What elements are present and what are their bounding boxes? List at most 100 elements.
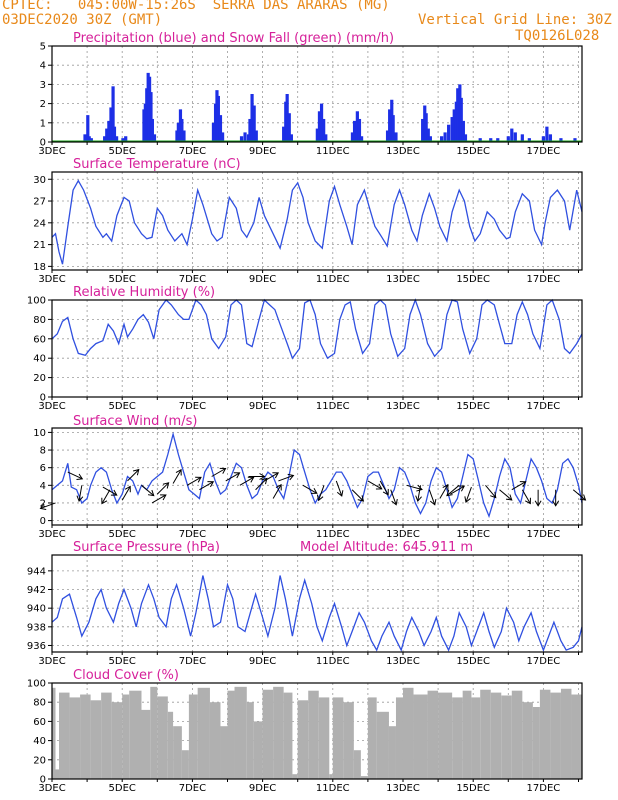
x-tick-label: 13DEC bbox=[386, 274, 420, 285]
wind-arrowhead bbox=[375, 483, 383, 490]
x-tick-label: 15DEC bbox=[456, 146, 490, 157]
x-tick-label: 17DEC bbox=[527, 656, 561, 667]
cloud-bar bbox=[402, 687, 414, 779]
y-tick-label: 944 bbox=[27, 566, 46, 577]
cloud-bar bbox=[157, 696, 168, 779]
precip-bar bbox=[105, 128, 109, 142]
precip-bar bbox=[496, 138, 500, 142]
cloud-bar bbox=[329, 774, 333, 779]
x-tick-label: 11DEC bbox=[316, 656, 350, 667]
precip-bar bbox=[388, 109, 392, 142]
x-tick-label: 7DEC bbox=[179, 783, 206, 794]
cloud-bar bbox=[471, 697, 481, 779]
wind-arrowhead bbox=[357, 495, 365, 502]
x-tick-label: 3DEC bbox=[38, 656, 65, 667]
cloud-bar bbox=[376, 711, 389, 779]
cloud-bar bbox=[480, 689, 491, 779]
precip-bar bbox=[239, 136, 244, 142]
precip-bar bbox=[506, 136, 510, 142]
precip-bar bbox=[527, 138, 531, 142]
x-tick-label: 7DEC bbox=[179, 401, 206, 412]
x-tick-label: 17DEC bbox=[527, 146, 561, 157]
wind-arrowhead bbox=[505, 494, 513, 501]
y-tick-label: 30 bbox=[33, 175, 46, 186]
wind-vector bbox=[521, 489, 531, 504]
precip-bar bbox=[350, 132, 355, 142]
wind-arrowhead bbox=[39, 503, 47, 511]
x-tick-label: 13DEC bbox=[386, 783, 420, 794]
y-tick-label: 938 bbox=[27, 622, 46, 633]
wind-arrowhead bbox=[272, 472, 280, 479]
y-tick-label: 936 bbox=[27, 641, 46, 652]
x-tick-label: 11DEC bbox=[316, 783, 350, 794]
panel-title: Surface Wind (m/s) bbox=[73, 414, 197, 429]
cloud-bar bbox=[141, 709, 151, 779]
x-tick-label: 11DEC bbox=[316, 274, 350, 285]
cloud-bar bbox=[227, 690, 235, 779]
cloud-bar bbox=[55, 769, 60, 779]
x-tick-label: 15DEC bbox=[456, 529, 490, 540]
cloud-bar bbox=[308, 690, 319, 779]
run-date-label: 03DEC2020 30Z (GMT) bbox=[2, 12, 163, 28]
cloud-bar bbox=[188, 694, 198, 779]
y-tick-label: 10 bbox=[33, 428, 46, 439]
x-tick-label: 11DEC bbox=[316, 529, 350, 540]
wind-vector bbox=[272, 484, 282, 499]
y-tick-label: 0 bbox=[40, 393, 46, 404]
y-tick-label: 80 bbox=[33, 698, 46, 709]
cloud-bar bbox=[181, 750, 189, 779]
wind-vector bbox=[485, 484, 497, 498]
panel-title: Surface Temperature (nC) bbox=[73, 157, 241, 172]
series-line bbox=[51, 298, 583, 360]
cloud-bar bbox=[122, 694, 130, 779]
wind-arrowhead bbox=[519, 481, 527, 488]
cloud-bar bbox=[173, 726, 182, 779]
x-tick-label: 3DEC bbox=[38, 401, 65, 412]
y-tick-label: 21 bbox=[33, 240, 46, 251]
wind-arrowhead bbox=[261, 477, 268, 485]
wind-vector bbox=[439, 484, 449, 499]
precip-bar bbox=[447, 124, 451, 142]
precip-bar bbox=[424, 113, 428, 142]
wind-vector bbox=[318, 485, 325, 501]
cloud-bar bbox=[413, 694, 428, 779]
cloud-bar bbox=[360, 776, 368, 779]
y-tick-label: 20 bbox=[33, 755, 46, 766]
panel-frame bbox=[51, 427, 583, 526]
precip-bar bbox=[452, 109, 456, 142]
y-tick-label: 0 bbox=[40, 775, 46, 786]
precip-bar bbox=[182, 130, 186, 142]
wind-vector bbox=[499, 489, 513, 501]
wind-arrowhead bbox=[160, 494, 167, 501]
wind-arrowhead bbox=[110, 489, 118, 496]
wind-vector bbox=[141, 484, 155, 496]
y-tick-label: 940 bbox=[27, 604, 46, 615]
x-tick-label: 7DEC bbox=[179, 656, 206, 667]
wind-arrowhead bbox=[490, 491, 497, 499]
panel-title: Precipitation (blue) and Snow Fall (gree… bbox=[73, 31, 394, 46]
x-tick-label: 5DEC bbox=[109, 783, 136, 794]
cloud-bar bbox=[111, 702, 123, 779]
wind-arrowhead bbox=[552, 500, 560, 507]
wind-arrowhead bbox=[275, 483, 282, 491]
precip-bar bbox=[394, 132, 398, 142]
x-tick-label: 13DEC bbox=[386, 146, 420, 157]
wind-vector bbox=[225, 472, 240, 482]
wind-arrowhead bbox=[175, 468, 182, 476]
wind-vector bbox=[172, 469, 182, 484]
wind-vector bbox=[186, 476, 202, 486]
precip-bar bbox=[559, 138, 563, 142]
precip-bar bbox=[111, 86, 115, 142]
precip-bar bbox=[248, 118, 252, 142]
wind-vector bbox=[335, 480, 343, 497]
precip-bar bbox=[541, 136, 545, 142]
wind-vector bbox=[446, 484, 460, 496]
panel-frame bbox=[51, 554, 583, 653]
precip-bar bbox=[287, 113, 291, 142]
wind-vector bbox=[572, 489, 586, 501]
precip-bar bbox=[513, 132, 517, 142]
precip-bar bbox=[510, 128, 514, 142]
precip-bar bbox=[463, 134, 468, 142]
wind-vector bbox=[511, 481, 526, 491]
cloud-bar bbox=[511, 690, 523, 779]
